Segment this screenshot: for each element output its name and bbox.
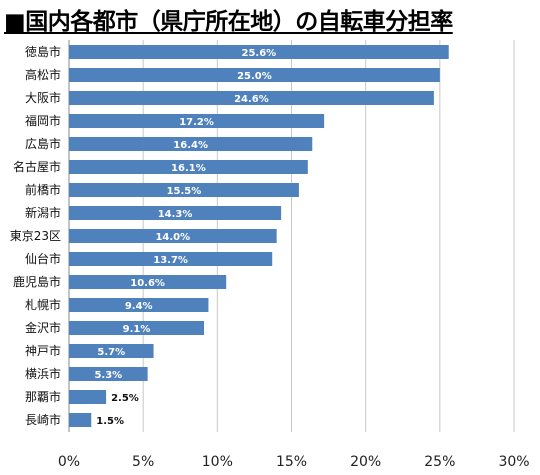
category-label: 広島市 [25, 136, 61, 151]
value-label: 25.6% [242, 48, 277, 59]
value-label: 16.4% [173, 140, 208, 151]
category-label: 新潟市 [25, 205, 61, 220]
value-label: 15.5% [167, 186, 202, 197]
category-label: 徳島市 [25, 44, 61, 59]
category-label: 神戸市 [25, 343, 61, 358]
x-tick-label: 5% [132, 454, 154, 470]
bar [69, 91, 434, 105]
bar [69, 137, 313, 151]
bar [69, 114, 325, 128]
chart-title: ■国内各都市（県庁所在地）の自転車分担率 [4, 9, 453, 35]
x-tick-label: 15% [276, 454, 307, 470]
category-label: 福岡市 [25, 113, 61, 128]
x-tick-label: 20% [350, 454, 381, 470]
value-label: 13.7% [153, 255, 188, 266]
bar [69, 229, 277, 243]
value-label: 16.1% [171, 163, 206, 174]
value-label: 5.7% [97, 347, 125, 358]
category-label: 長崎市 [25, 412, 61, 427]
category-label: 仙台市 [25, 251, 61, 266]
value-label: 9.1% [123, 324, 151, 335]
category-label: 那覇市 [25, 389, 61, 404]
category-label: 名古屋市 [13, 159, 61, 174]
bar [69, 45, 449, 59]
bar [69, 367, 148, 381]
x-tick-label: 10% [202, 454, 233, 470]
bar [69, 344, 154, 358]
value-label: 24.6% [234, 94, 269, 105]
bar [69, 390, 107, 404]
bar [69, 413, 92, 427]
value-label: 2.5% [111, 393, 139, 404]
category-label: 前橋市 [25, 182, 61, 197]
bar [69, 321, 204, 335]
bar [69, 183, 299, 197]
category-label: 金沢市 [25, 320, 61, 335]
value-label: 14.3% [158, 209, 193, 220]
value-label: 10.6% [130, 278, 165, 289]
x-tick-label: 25% [424, 454, 455, 470]
value-label: 5.3% [94, 370, 122, 381]
bar [69, 298, 209, 312]
bar [69, 160, 308, 174]
bar [69, 68, 440, 82]
category-label: 東京23区 [10, 229, 61, 243]
x-tick-label: 0% [58, 454, 80, 470]
value-label: 25.0% [237, 71, 272, 82]
category-label: 鹿児島市 [13, 274, 61, 289]
value-label: 9.4% [125, 301, 153, 312]
category-label: 高松市 [25, 67, 61, 82]
value-label: 17.2% [179, 117, 214, 128]
bar [69, 206, 282, 220]
value-label: 14.0% [155, 232, 190, 243]
category-label: 札幌市 [25, 297, 61, 312]
x-tick-label: 30% [498, 454, 529, 470]
category-label: 横浜市 [25, 366, 61, 381]
category-label: 大阪市 [25, 90, 61, 105]
value-label: 1.5% [96, 416, 124, 427]
bar [69, 275, 227, 289]
bar [69, 252, 273, 266]
